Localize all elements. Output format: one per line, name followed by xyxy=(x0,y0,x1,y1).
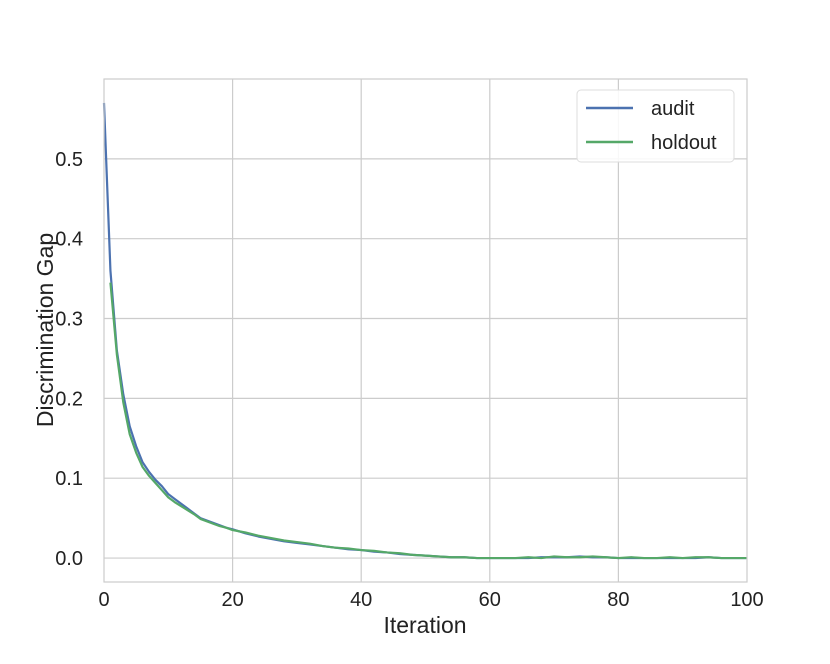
series-lines xyxy=(102,102,747,560)
x-tick-label: 20 xyxy=(221,589,243,611)
legend-label-audit: audit xyxy=(651,98,695,120)
y-axis-label: Discrimination Gap xyxy=(32,233,58,427)
y-tick-label: 0.0 xyxy=(55,548,83,570)
plot-frame xyxy=(103,78,748,583)
series-line-audit xyxy=(102,102,747,560)
x-tick-label: 60 xyxy=(479,589,501,611)
legend-label-holdout: holdout xyxy=(651,132,717,154)
x-tick-label: 0 xyxy=(98,589,109,611)
legend: audit holdout xyxy=(576,89,735,163)
y-axis-ticks: 0.0 0.1 0.2 0.3 0.4 0.5 xyxy=(55,149,83,570)
series-line-holdout xyxy=(109,282,747,560)
x-tick-label: 80 xyxy=(607,589,629,611)
x-tick-label: 100 xyxy=(730,589,763,611)
y-tick-label: 0.2 xyxy=(55,388,83,410)
y-tick-label: 0.5 xyxy=(55,149,83,171)
y-tick-label: 0.4 xyxy=(55,229,83,251)
y-tick-label: 0.3 xyxy=(55,309,83,331)
y-tick-label: 0.1 xyxy=(55,468,83,490)
x-tick-label: 40 xyxy=(350,589,372,611)
x-axis-label: Iteration xyxy=(383,612,466,638)
x-axis-ticks: 0 20 40 60 80 100 xyxy=(98,589,763,611)
